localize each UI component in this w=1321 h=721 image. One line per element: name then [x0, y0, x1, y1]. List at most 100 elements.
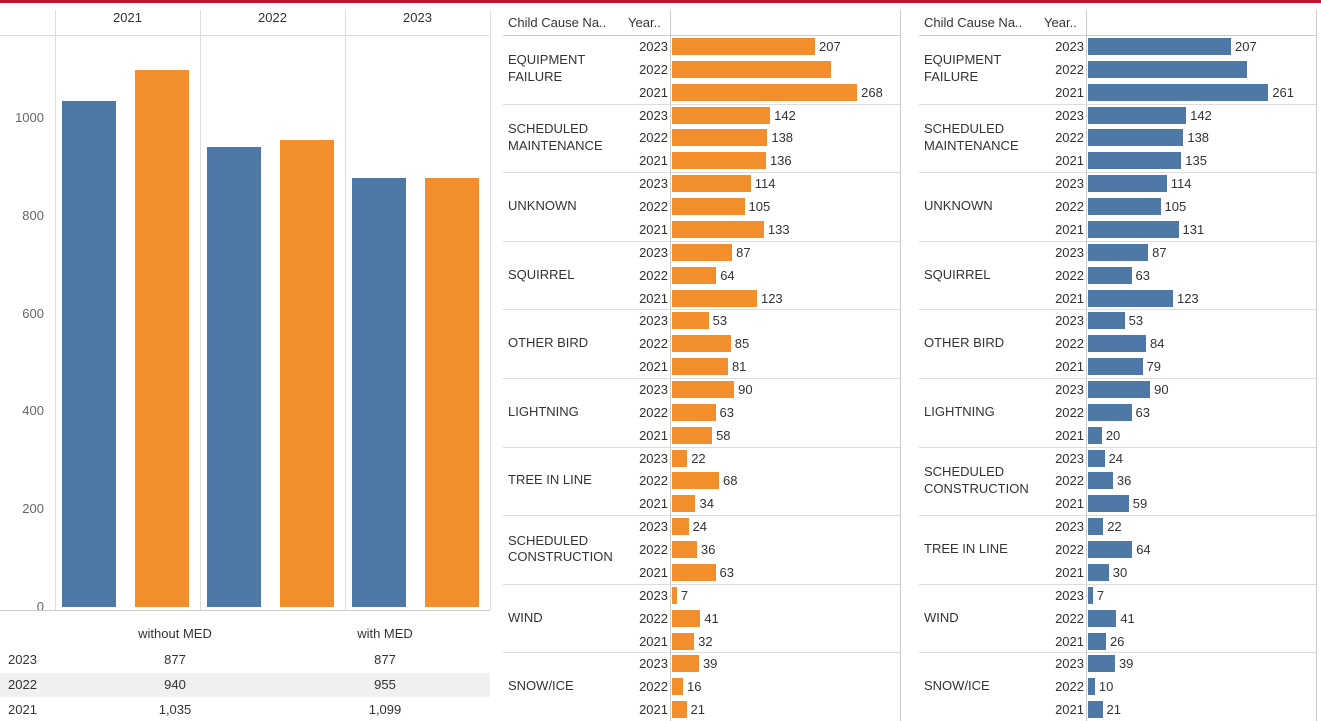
value-label: 34: [699, 496, 714, 512]
y-tick-label: 1000: [15, 110, 44, 126]
value-label: 32: [698, 633, 713, 649]
year-label: 2023: [639, 39, 668, 54]
top-bar: [0, 0, 1321, 3]
year-label: 2023: [639, 519, 668, 535]
table-header: without MED: [138, 626, 212, 641]
separator: [503, 515, 900, 517]
year-label: 2021: [1055, 564, 1084, 580]
bar: [1088, 83, 1269, 101]
year-label: 2022: [639, 336, 668, 352]
value-label: 207: [819, 39, 841, 54]
bar: [352, 178, 406, 607]
value-label: 90: [738, 382, 753, 397]
bar: [1088, 312, 1125, 330]
value-label: 10: [1098, 679, 1114, 695]
year-label: 2022: [639, 199, 668, 215]
bar: [1088, 563, 1109, 581]
separator: [345, 10, 346, 610]
year-label: 2021: [639, 564, 668, 580]
value-label: 21: [690, 702, 705, 718]
value-label: 87: [736, 244, 751, 260]
year-label: 2022: [639, 542, 668, 558]
value-label: 114: [1170, 176, 1192, 192]
year-label: 2023: [639, 382, 668, 397]
year-label: 2023: [1055, 313, 1084, 329]
year-label: 2021: [1055, 427, 1084, 443]
bar: [1088, 403, 1132, 421]
bar: [672, 586, 677, 604]
year-label: 2021: [639, 427, 668, 443]
separator: [919, 103, 1316, 105]
value-label: 63: [719, 404, 734, 420]
row-background: [0, 673, 490, 697]
bar: [672, 289, 757, 307]
separator: [503, 652, 900, 654]
separator: [919, 446, 1316, 448]
year-label: 2022: [1055, 336, 1084, 352]
bar: [672, 403, 716, 421]
separator: [503, 172, 900, 174]
year-label: 2022: [639, 61, 668, 77]
separator: [503, 240, 900, 242]
year-label: 2022: [639, 267, 668, 283]
bar: [672, 152, 766, 170]
category-label: LIGHTNING: [924, 403, 995, 419]
value-label: 133: [767, 221, 790, 237]
bar: [1088, 678, 1095, 696]
separator: [0, 35, 490, 36]
bar: [672, 243, 733, 261]
bar: [62, 101, 116, 607]
category-label: EQUIPMENT FAILURE: [924, 52, 1002, 85]
value-label: 24: [692, 519, 708, 535]
table-cell: 2023: [8, 652, 37, 667]
category-label: TREE IN LINE: [508, 472, 592, 488]
value-label: 131: [1182, 221, 1205, 237]
separator: [900, 10, 901, 721]
value-label: 63: [719, 564, 734, 580]
year-label: 2022: [1055, 542, 1084, 558]
column-header: 2021: [113, 10, 142, 25]
bar: [1088, 175, 1167, 193]
bar: [1088, 609, 1117, 627]
separator: [503, 378, 900, 379]
bar: [672, 38, 816, 55]
separator: [503, 446, 900, 448]
value-label: 64: [720, 267, 735, 283]
bar: [672, 563, 716, 581]
year-label: 2021: [639, 496, 668, 512]
value-label: 142: [1190, 107, 1212, 123]
value-label: 87: [1152, 244, 1167, 260]
year-label: 2022: [1055, 267, 1084, 283]
bar: [672, 220, 764, 238]
table-cell: 1,099: [368, 702, 402, 717]
separator: [919, 172, 1316, 174]
bar: [672, 60, 831, 78]
year-label: 2022: [639, 473, 668, 489]
value-label: 36: [700, 542, 716, 558]
value-label: 268: [861, 84, 883, 100]
table-header: with MED: [357, 626, 413, 641]
value-label: 39: [1118, 656, 1134, 672]
y-tick-label: 400: [22, 403, 44, 419]
table-cell: 877: [164, 652, 186, 667]
bar: [1088, 243, 1149, 261]
year-label: 2023: [1055, 450, 1084, 466]
table-cell: 955: [374, 677, 396, 692]
year-label: 2023: [1055, 519, 1084, 535]
value-label: 59: [1132, 496, 1148, 512]
bar: [672, 655, 699, 673]
bar: [1088, 495, 1129, 513]
separator: [490, 10, 491, 610]
column-header: 2023: [403, 10, 432, 25]
bar: [672, 358, 728, 376]
column-header: Child Cause Na..: [924, 15, 1023, 30]
separator: [919, 240, 1316, 242]
bar: [672, 381, 735, 398]
separator: [1086, 10, 1087, 721]
value-label: 105: [748, 199, 771, 215]
bar: [1088, 381, 1151, 398]
separator: [200, 10, 201, 610]
category-label: UNKNOWN: [924, 198, 993, 214]
year-label: 2023: [1055, 107, 1084, 123]
